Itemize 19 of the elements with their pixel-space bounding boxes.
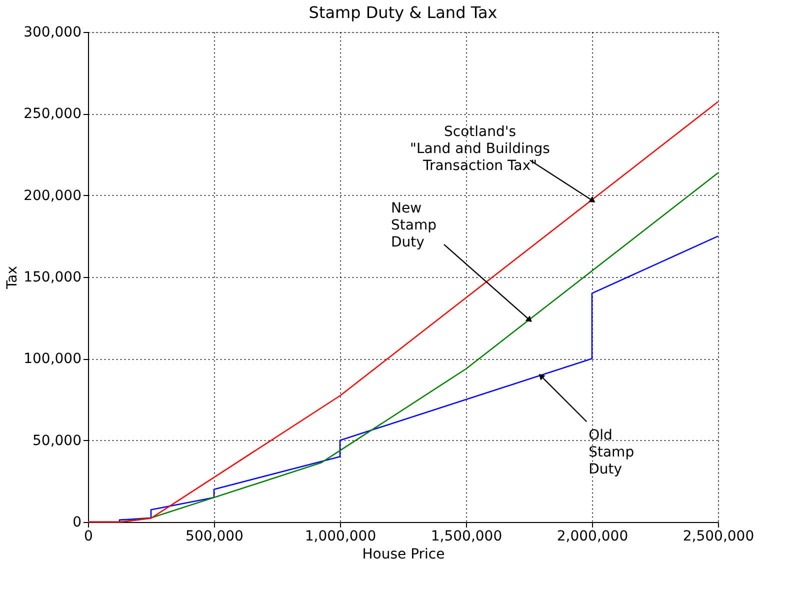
x-tick-label: 1,000,000 bbox=[304, 528, 376, 544]
y-tick-label: 300,000 bbox=[24, 24, 82, 40]
y-tick-label: 0 bbox=[72, 514, 82, 530]
x-tick-label: 500,000 bbox=[186, 528, 244, 544]
annotation: Old Stamp Duty bbox=[588, 428, 634, 478]
annotation: Scotland's "Land and Buildings Transaction Tax" bbox=[410, 124, 550, 174]
y-tick-label: 200,000 bbox=[24, 188, 82, 204]
x-tick-label: 1,500,000 bbox=[430, 528, 502, 544]
y-axis-title: Tax bbox=[4, 266, 21, 290]
annotation: New Stamp Duty bbox=[391, 200, 437, 250]
y-tick-label: 100,000 bbox=[24, 351, 82, 368]
y-tick-label: 250,000 bbox=[24, 106, 82, 122]
chart-title: Stamp Duty & Land Tax bbox=[308, 3, 498, 22]
x-tick-label: 2,000,000 bbox=[556, 528, 628, 544]
x-tick-label: 0 bbox=[84, 528, 93, 544]
y-tick-label: 150,000 bbox=[24, 270, 82, 286]
x-tick-label: 2,500,000 bbox=[682, 528, 754, 544]
y-tick-label: 50,000 bbox=[32, 432, 82, 449]
x-axis-title: House Price bbox=[362, 546, 445, 562]
